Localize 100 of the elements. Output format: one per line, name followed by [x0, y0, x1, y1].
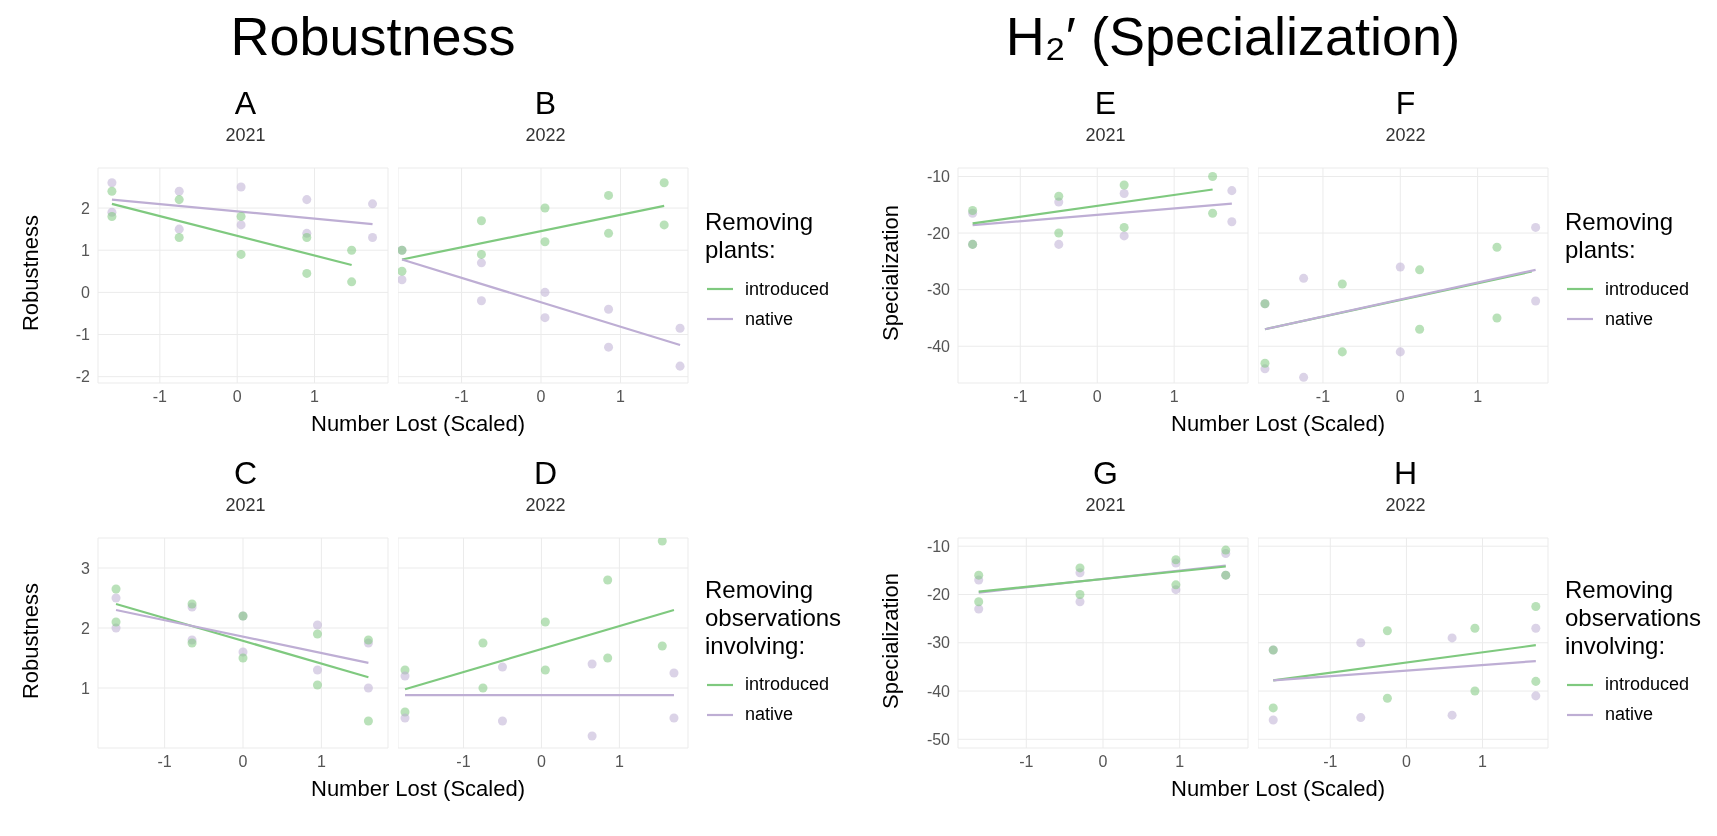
point [398, 275, 407, 285]
point [1447, 710, 1457, 720]
point [238, 653, 248, 663]
point [312, 665, 322, 675]
point [236, 220, 246, 230]
point [236, 211, 246, 221]
point [478, 638, 488, 648]
point [476, 258, 486, 268]
point [363, 716, 373, 726]
point [1492, 313, 1502, 323]
point [1208, 171, 1218, 181]
y-tick-label: 2 [81, 619, 91, 637]
x-axis-title: Number Lost (Scaled) [1170, 411, 1386, 437]
y-tick-label: -50 [926, 730, 951, 748]
point [675, 323, 685, 333]
point [675, 361, 685, 371]
point [476, 296, 486, 306]
y-tick-label: 1 [81, 679, 91, 697]
point [1382, 626, 1392, 636]
point [1356, 713, 1366, 723]
point [497, 662, 507, 672]
point [400, 671, 410, 681]
legend-title: Removing observations involving: [705, 575, 843, 660]
y-tick-label: -20 [926, 586, 951, 604]
chart-title: G [1092, 454, 1119, 493]
x-tick-label: 1 [316, 753, 326, 771]
point [1395, 347, 1405, 357]
point [347, 245, 357, 255]
point [540, 665, 550, 675]
point [398, 266, 407, 276]
point [476, 249, 486, 259]
point [1119, 180, 1129, 190]
text: H₂′ (Specialization) [1004, 5, 1462, 67]
legend-label: introduced [1605, 278, 1690, 300]
point [604, 190, 614, 200]
point [478, 683, 488, 693]
x-tick-label: 1 [1169, 388, 1179, 406]
point [1531, 691, 1541, 701]
text: Robustness [229, 5, 517, 67]
legend-title: Removing observations involving: [1565, 575, 1703, 660]
point [312, 620, 322, 630]
x-tick-label: 1 [310, 388, 320, 406]
y-axis-title: Robustness [18, 582, 44, 699]
point [1268, 703, 1278, 713]
x-tick-label: 0 [536, 753, 546, 771]
point [363, 683, 373, 693]
x-axis-title: Number Lost (Scaled) [310, 411, 526, 437]
point [1054, 239, 1064, 249]
legend-title: Removing plants: [1565, 208, 1675, 264]
x-tick-label: 0 [1092, 388, 1102, 406]
y-tick-label: -30 [926, 281, 951, 299]
point [302, 233, 312, 243]
chart-subtitle: 2022 [524, 124, 567, 147]
point [368, 233, 378, 243]
point [657, 641, 667, 651]
point [174, 186, 184, 196]
point [1492, 242, 1502, 252]
x-tick-label: 0 [1098, 753, 1108, 771]
point [604, 304, 614, 314]
legend-label: introduced [1605, 674, 1690, 695]
chart-subtitle: 2021 [224, 124, 267, 147]
x-tick-label: 0 [536, 388, 546, 406]
point [1470, 686, 1480, 696]
y-tick-label: 0 [81, 284, 91, 302]
point [497, 716, 507, 726]
point [1395, 262, 1405, 272]
point [603, 575, 613, 585]
point [540, 617, 550, 627]
point [111, 584, 121, 594]
x-tick-label: -1 [454, 388, 469, 406]
legend-label: native [1605, 704, 1654, 725]
point [1299, 273, 1309, 283]
y-tick-label: -2 [75, 368, 91, 386]
point [1119, 188, 1129, 198]
point [111, 617, 121, 627]
point [1531, 222, 1541, 232]
legend-label: introduced [745, 674, 830, 695]
point [1415, 324, 1425, 334]
x-axis-title: Number Lost (Scaled) [1170, 776, 1386, 802]
point [107, 186, 117, 196]
chart-subtitle: 2021 [224, 494, 267, 517]
legend-title: Removing plants: [705, 208, 815, 264]
chart-title: H [1392, 454, 1419, 493]
point [1075, 589, 1085, 599]
point [1470, 623, 1480, 633]
y-tick-label: -1 [75, 326, 91, 344]
point [604, 342, 614, 352]
point [1382, 693, 1392, 703]
y-tick-label: 1 [81, 241, 91, 259]
y-axis-title: Specialization [878, 572, 904, 709]
x-tick-label: -1 [1019, 753, 1034, 771]
point [1227, 217, 1237, 227]
point [111, 593, 121, 603]
chart-subtitle: 2021 [1084, 494, 1127, 517]
point [368, 199, 378, 209]
x-tick-label: -1 [157, 753, 172, 771]
y-axis-title: Robustness [18, 214, 44, 332]
chart-title: E [1093, 84, 1118, 123]
point [1054, 228, 1064, 238]
point [669, 668, 679, 678]
